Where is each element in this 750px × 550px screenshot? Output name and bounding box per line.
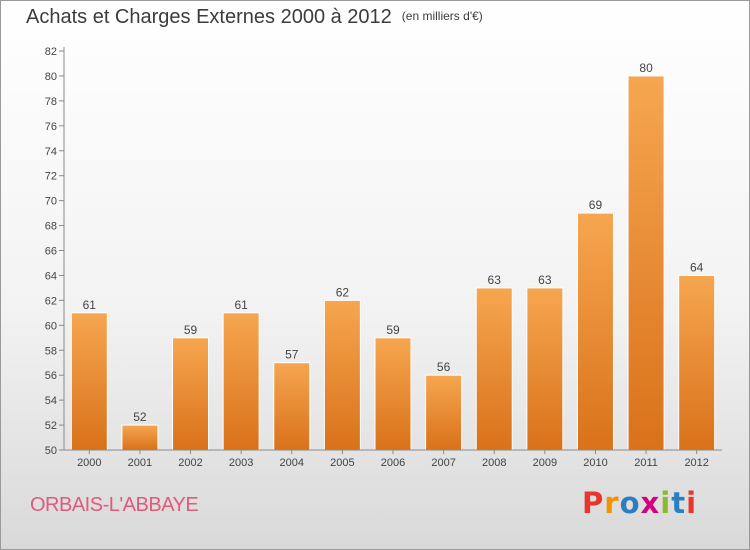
data-label-2011: 80 — [639, 61, 653, 75]
bar-2010 — [576, 212, 614, 451]
data-label-2010: 69 — [589, 198, 603, 212]
y-tick-label: 80 — [45, 71, 57, 83]
data-label-2006: 59 — [386, 323, 400, 337]
x-tick-label-2003: 2003 — [229, 457, 253, 469]
data-label-2007: 56 — [437, 360, 451, 374]
y-tick-label: 64 — [45, 270, 57, 282]
bar-2011 — [627, 75, 665, 451]
x-tick-label-2008: 2008 — [482, 457, 506, 469]
data-label-2009: 63 — [538, 273, 552, 287]
y-tick-label: 66 — [45, 246, 57, 258]
commune-name: ORBAIS-L'ABBAYE — [30, 494, 199, 516]
y-tick-label: 62 — [45, 295, 57, 307]
bar-2006 — [374, 337, 412, 451]
y-tick-label: 54 — [45, 395, 57, 407]
x-tick-label-2009: 2009 — [533, 457, 557, 469]
data-label-2008: 63 — [488, 273, 502, 287]
x-tick-label-2001: 2001 — [128, 457, 152, 469]
y-tick-label: 50 — [45, 445, 57, 457]
y-tick-label: 82 — [45, 46, 57, 58]
data-label-2005: 62 — [336, 285, 350, 299]
x-tick-label-2004: 2004 — [280, 457, 304, 469]
y-tick-label: 56 — [45, 370, 57, 382]
bar-2007 — [425, 374, 463, 451]
x-tick-label-2002: 2002 — [178, 457, 202, 469]
bar-2005 — [323, 299, 361, 451]
bar-2004 — [273, 362, 311, 451]
chart-title: Achats et Charges Externes 2000 à 2012 (e… — [26, 6, 483, 29]
logo-letter: P — [582, 486, 605, 520]
y-tick-label: 72 — [45, 171, 57, 183]
x-tick-label-2006: 2006 — [381, 457, 405, 469]
y-tick-label: 68 — [45, 221, 57, 233]
y-tick-label: 74 — [45, 146, 57, 158]
y-tick-label: 58 — [45, 345, 57, 357]
proxiti-logo[interactable]: Proxiti — [582, 486, 697, 520]
bar-2003 — [222, 312, 260, 451]
y-tick-label: 70 — [45, 196, 57, 208]
data-label-2000: 61 — [83, 298, 97, 312]
x-tick-label-2010: 2010 — [583, 457, 607, 469]
y-tick-label: 60 — [45, 320, 57, 332]
logo-letter: r — [604, 486, 620, 520]
bar-2001 — [121, 424, 159, 451]
data-label-2002: 59 — [184, 323, 198, 337]
bars: 61 52 59 61 57 62 59 56 63 63 69 80 64 — [70, 61, 716, 451]
data-label-2001: 52 — [133, 410, 147, 424]
y-tick-label: 76 — [45, 121, 57, 133]
x-tick-label-2005: 2005 — [330, 457, 354, 469]
x-tick-label-2012: 2012 — [684, 457, 708, 469]
y-tick-label: 52 — [45, 420, 57, 432]
logo-letter: i — [686, 486, 698, 520]
data-label-2004: 57 — [285, 348, 299, 362]
data-label-2012: 64 — [690, 260, 704, 274]
bar-2012 — [678, 274, 716, 451]
data-label-2003: 61 — [234, 298, 248, 312]
x-tick-label-2011: 2011 — [634, 457, 658, 469]
y-tick-label: 78 — [45, 96, 57, 108]
bar-2002 — [172, 337, 210, 451]
bar-2000 — [70, 312, 108, 451]
chart-title-text: Achats et Charges Externes 2000 à 2012 — [26, 6, 392, 28]
logo-letter: i — [660, 486, 672, 520]
x-tick-label-2007: 2007 — [431, 457, 455, 469]
y-axis: 50 52 54 56 58 60 62 64 66 68 70 72 74 76 78 80 82 — [45, 46, 65, 457]
logo-letter: t — [671, 486, 687, 520]
x-axis: 2000 2001 2002 2003 2004 2005 2006 2007 2008 2009… — [64, 449, 722, 469]
x-tick-label-2000: 2000 — [77, 457, 101, 469]
logo-letter: x — [640, 486, 661, 520]
bar-2009 — [526, 287, 564, 451]
bar-2008 — [475, 287, 513, 451]
logo-letter: o — [619, 486, 641, 520]
chart-unit: (en milliers d'€) — [401, 9, 483, 23]
